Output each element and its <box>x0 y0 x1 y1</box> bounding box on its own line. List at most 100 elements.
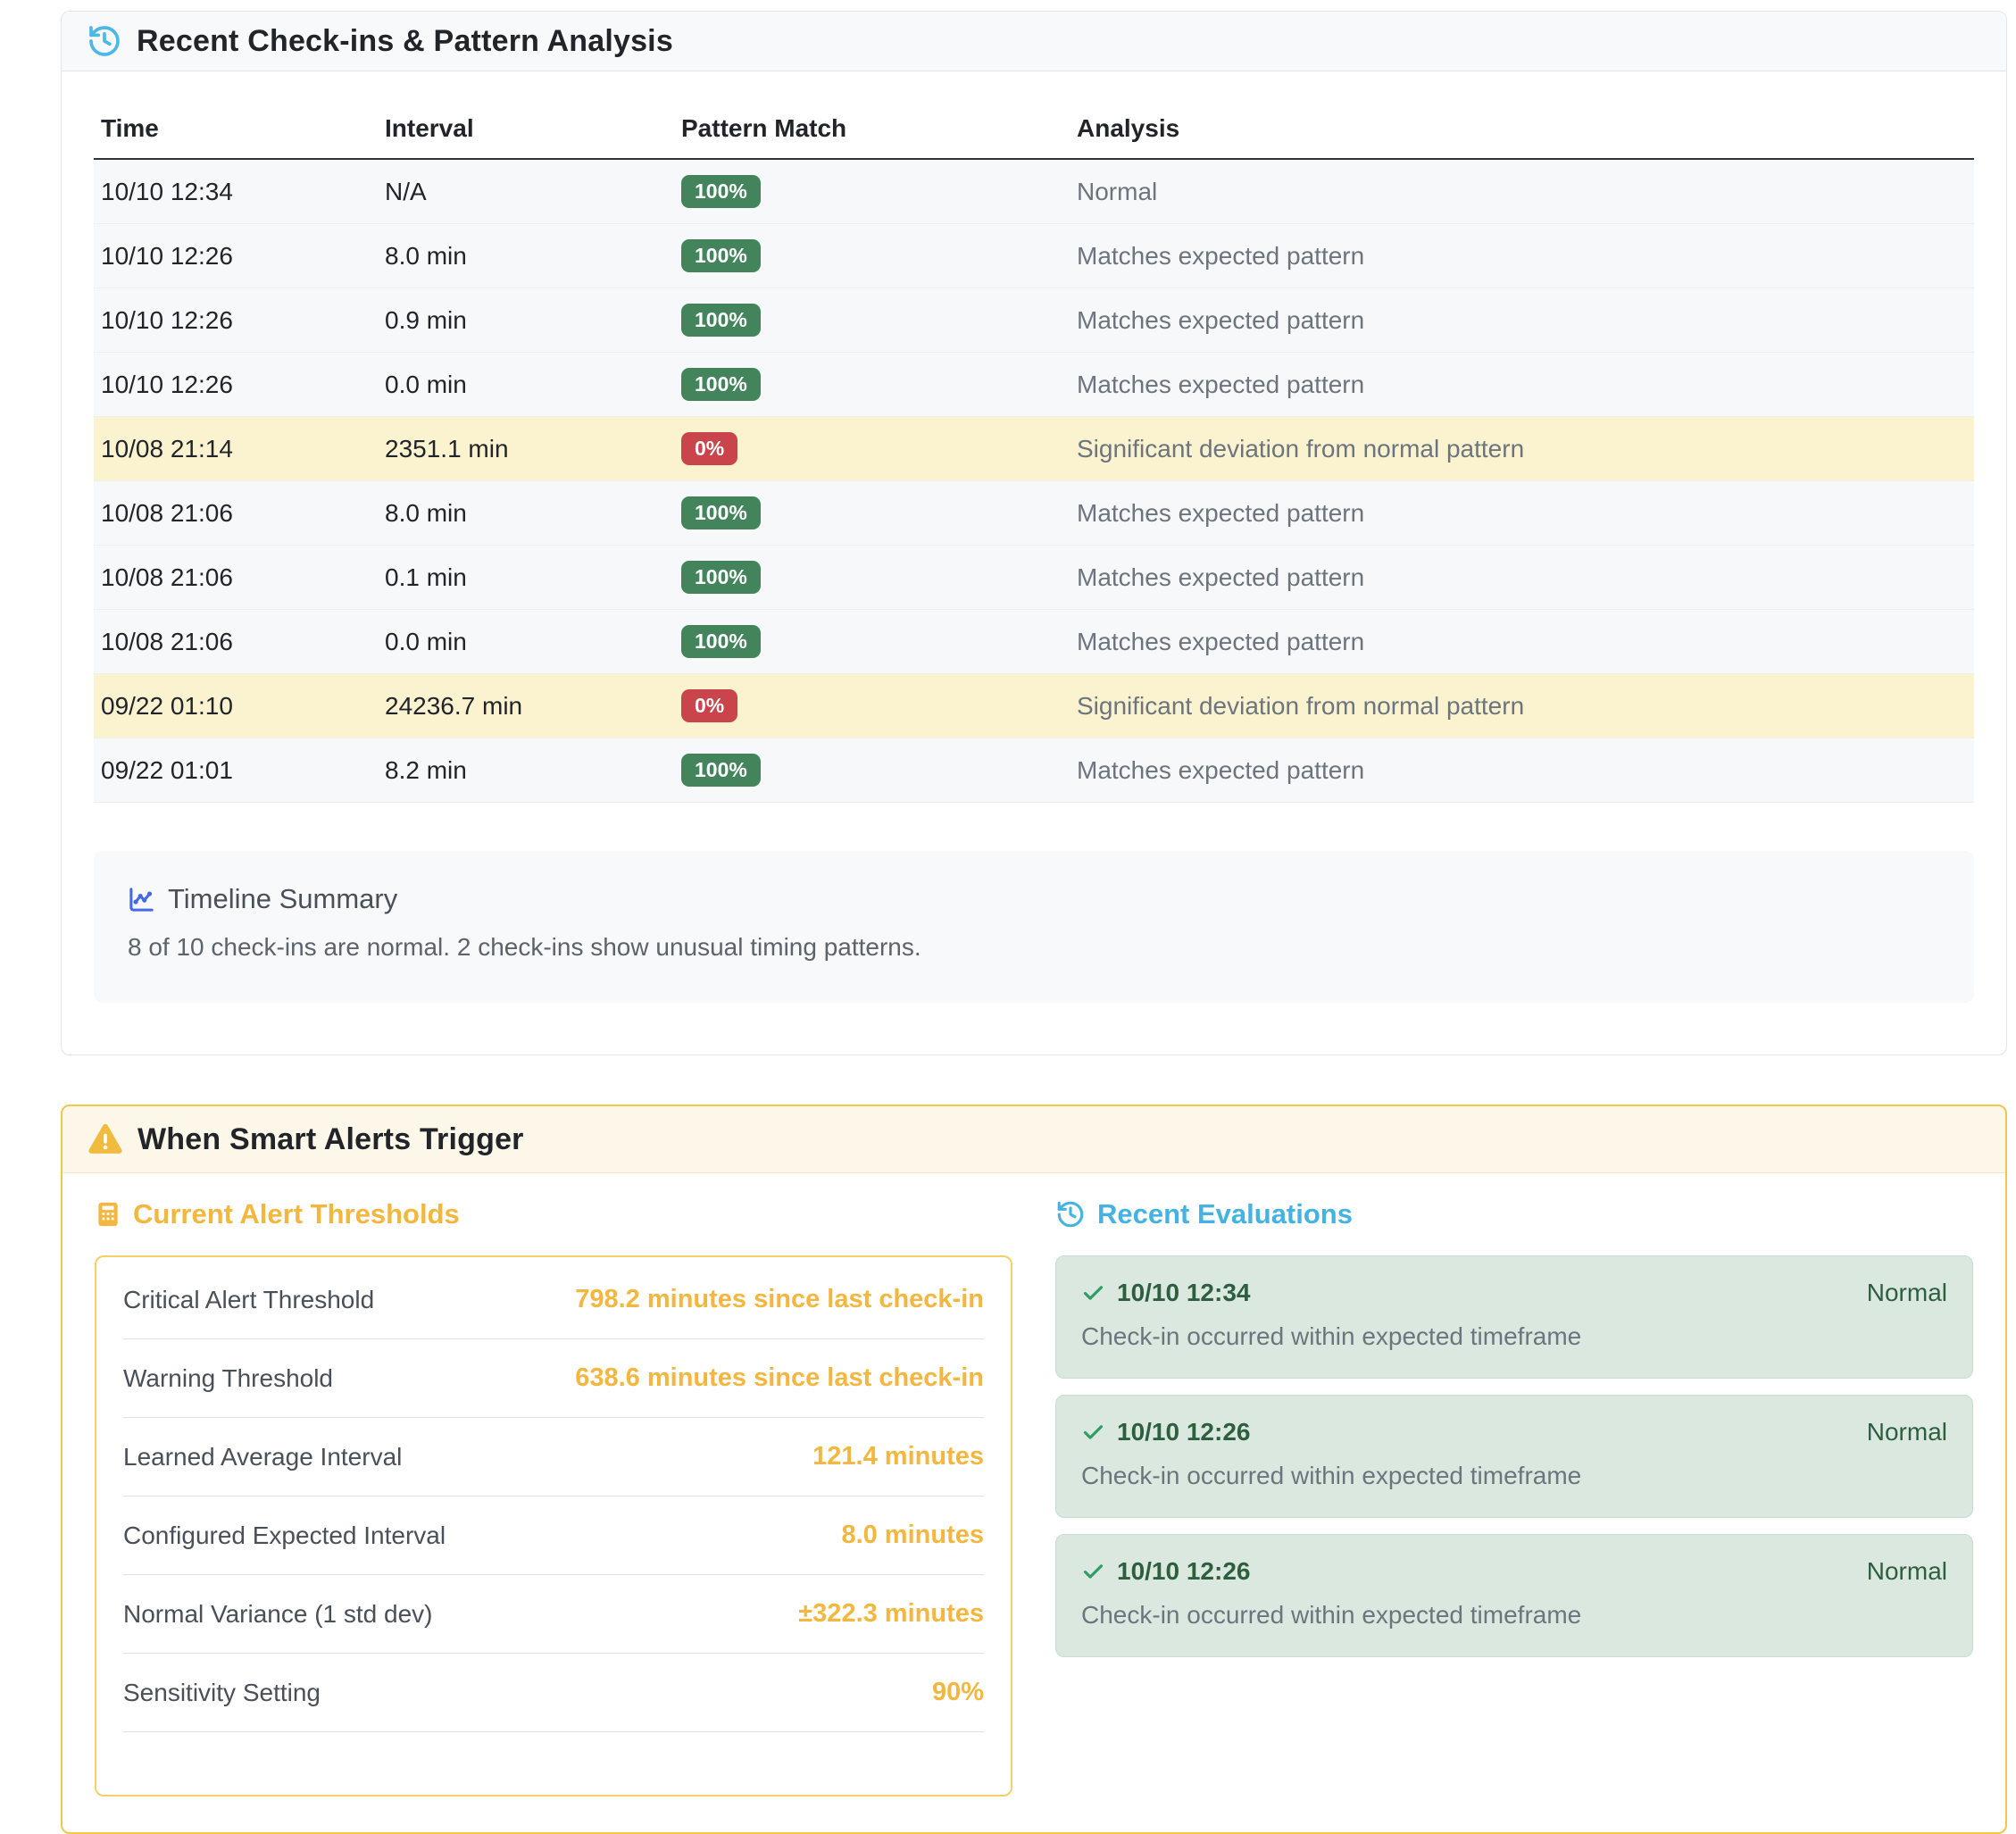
cell-time: 09/22 01:10 <box>101 691 233 720</box>
cell-analysis: Normal <box>1077 177 1158 205</box>
cell-time: 10/08 21:06 <box>101 627 233 655</box>
cell-time: 10/08 21:06 <box>101 498 233 527</box>
col-header-analysis: Analysis <box>1070 96 1974 160</box>
smart-alerts-card: When Smart Alerts Trigger Current Alert … <box>61 1105 2007 1834</box>
evaluation-description: Check-in occurred within expected timefr… <box>1081 1601 1582 1629</box>
evaluations-list: 10/10 12:34 Normal Check-in occurred wit… <box>1055 1255 1973 1657</box>
pattern-match-badge: 0% <box>681 689 738 722</box>
col-header-time: Time <box>94 96 378 160</box>
evaluation-item-header: 10/10 12:34 Normal <box>1081 1279 1947 1307</box>
cell-pattern-match: 100% <box>674 353 1070 417</box>
evaluation-status: Normal <box>1866 1557 1947 1585</box>
threshold-row: Sensitivity Setting 90% <box>123 1654 984 1732</box>
threshold-label: Normal Variance (1 std dev) <box>123 1599 433 1628</box>
line-chart-icon <box>128 886 155 913</box>
evaluation-description: Check-in occurred within expected timefr… <box>1081 1462 1582 1489</box>
evaluations-heading: Recent Evaluations <box>1055 1198 1973 1230</box>
cell-analysis: Significant deviation from normal patter… <box>1077 691 1525 720</box>
cell-time: 10/10 12:26 <box>101 305 233 334</box>
cell-interval: 2351.1 min <box>385 434 509 463</box>
threshold-row: Warning Threshold 638.6 minutes since la… <box>123 1339 984 1418</box>
table-row: 10/10 12:26 0.9 min 100% Matches expecte… <box>94 288 1974 353</box>
pattern-match-badge: 100% <box>681 368 761 401</box>
evaluation-status: Normal <box>1866 1279 1947 1306</box>
threshold-value: 8.0 minutes <box>841 1521 984 1549</box>
cell-interval: 0.9 min <box>385 305 467 334</box>
cell-interval: 0.0 min <box>385 627 467 655</box>
cell-time: 10/10 12:26 <box>101 241 233 270</box>
timeline-summary-text: 8 of 10 check-ins are normal. 2 check-in… <box>128 933 921 961</box>
timeline-summary-title: Timeline Summary <box>168 883 398 914</box>
evaluation-item: 10/10 12:26 Normal Check-in occurred wit… <box>1055 1395 1973 1518</box>
cell-analysis: Matches expected pattern <box>1077 241 1365 270</box>
cell-interval: 8.0 min <box>385 498 467 527</box>
threshold-value: 90% <box>931 1678 984 1706</box>
recent-checkins-body: Time Interval Pattern Match Analysis 10/… <box>62 71 2006 1055</box>
cell-analysis: Matches expected pattern <box>1077 627 1365 655</box>
threshold-label: Critical Alert Threshold <box>123 1285 375 1313</box>
pattern-match-badge: 100% <box>681 239 761 272</box>
smart-alerts-body: Current Alert Thresholds Critical Alert … <box>62 1173 2005 1832</box>
pattern-match-badge: 100% <box>681 625 761 658</box>
evaluation-item: 10/10 12:34 Normal Check-in occurred wit… <box>1055 1255 1973 1379</box>
threshold-row: Learned Average Interval 121.4 minutes <box>123 1418 984 1496</box>
cell-interval: 24236.7 min <box>385 691 523 720</box>
threshold-row: Critical Alert Threshold 798.2 minutes s… <box>123 1261 984 1339</box>
card-title: Recent Check-ins & Pattern Analysis <box>137 23 673 58</box>
col-header-pattern: Pattern Match <box>674 96 1070 160</box>
cell-time: 10/08 21:06 <box>101 563 233 591</box>
table-row: 09/22 01:10 24236.7 min 0% Significant d… <box>94 673 1974 738</box>
cell-pattern-match: 100% <box>674 288 1070 353</box>
cell-time: 10/08 21:14 <box>101 434 233 463</box>
threshold-label: Warning Threshold <box>123 1363 334 1392</box>
evaluation-description: Check-in occurred within expected timefr… <box>1081 1322 1582 1350</box>
col-header-interval: Interval <box>378 96 674 160</box>
thresholds-title: Current Alert Thresholds <box>133 1198 460 1230</box>
pattern-match-badge: 100% <box>681 561 761 594</box>
table-row: 09/22 01:01 8.2 min 100% Matches expecte… <box>94 738 1974 803</box>
evaluation-time: 10/10 12:34 <box>1117 1279 1251 1306</box>
history-icon <box>87 23 122 59</box>
thresholds-column: Current Alert Thresholds Critical Alert … <box>95 1198 1012 1796</box>
pattern-match-badge: 100% <box>681 304 761 337</box>
thresholds-heading: Current Alert Thresholds <box>95 1198 1012 1230</box>
threshold-row: Configured Expected Interval 8.0 minutes <box>123 1496 984 1575</box>
timeline-summary: Timeline Summary 8 of 10 check-ins are n… <box>94 851 1974 1003</box>
check-icon <box>1081 1421 1105 1445</box>
pattern-match-badge: 100% <box>681 496 761 529</box>
evaluations-title: Recent Evaluations <box>1097 1198 1353 1230</box>
cell-time: 10/10 12:34 <box>101 177 233 205</box>
evaluations-column: Recent Evaluations 10/10 12:34 Normal Ch… <box>1055 1198 1973 1657</box>
thresholds-box: Critical Alert Threshold 798.2 minutes s… <box>95 1255 1012 1796</box>
evaluation-item: 10/10 12:26 Normal Check-in occurred wit… <box>1055 1534 1973 1657</box>
cell-analysis: Matches expected pattern <box>1077 498 1365 527</box>
threshold-label: Sensitivity Setting <box>123 1678 321 1706</box>
threshold-value: 798.2 minutes since last check-in <box>575 1285 984 1313</box>
threshold-label: Learned Average Interval <box>123 1442 403 1471</box>
evaluation-item-header: 10/10 12:26 Normal <box>1081 1418 1947 1446</box>
recent-checkins-card: Recent Check-ins & Pattern Analysis Time… <box>61 11 2007 1055</box>
evaluation-item-header: 10/10 12:26 Normal <box>1081 1557 1947 1586</box>
cell-interval: 8.0 min <box>385 241 467 270</box>
calculator-icon <box>95 1201 121 1228</box>
table-row: 10/10 12:34 N/A 100% Normal <box>94 159 1974 224</box>
table-row: 10/08 21:06 8.0 min 100% Matches expecte… <box>94 480 1974 546</box>
recent-checkins-header: Recent Check-ins & Pattern Analysis <box>62 12 2006 71</box>
cell-interval: N/A <box>385 177 427 205</box>
pattern-match-badge: 100% <box>681 175 761 208</box>
threshold-label: Configured Expected Interval <box>123 1521 446 1549</box>
cell-time: 10/10 12:26 <box>101 370 233 398</box>
table-row: 10/08 21:06 0.0 min 100% Matches expecte… <box>94 609 1974 674</box>
check-icon <box>1081 1560 1105 1584</box>
cell-pattern-match: 100% <box>674 610 1070 674</box>
cell-interval: 0.1 min <box>385 563 467 591</box>
cell-pattern-match: 0% <box>674 674 1070 738</box>
history-icon <box>1055 1199 1086 1230</box>
table-row: 10/10 12:26 0.0 min 100% Matches expecte… <box>94 352 1974 417</box>
threshold-value: ±322.3 minutes <box>798 1599 984 1628</box>
threshold-value: 121.4 minutes <box>812 1442 984 1471</box>
cell-analysis: Significant deviation from normal patter… <box>1077 434 1525 463</box>
evaluation-status: Normal <box>1866 1418 1947 1446</box>
cell-pattern-match: 100% <box>674 738 1070 803</box>
table-row: 10/08 21:06 0.1 min 100% Matches expecte… <box>94 545 1974 610</box>
